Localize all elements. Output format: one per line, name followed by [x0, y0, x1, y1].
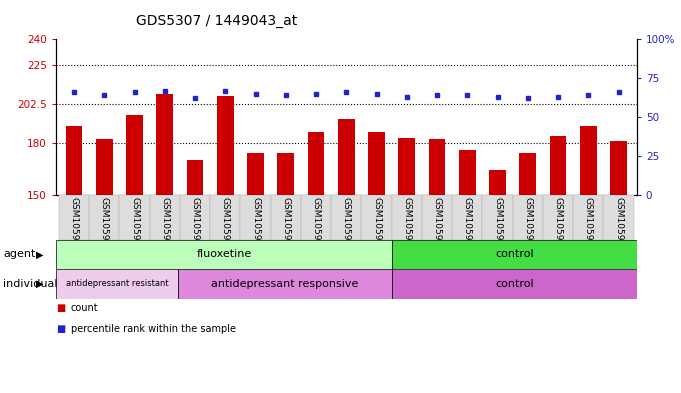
- Text: GSM1059563: GSM1059563: [463, 197, 472, 257]
- Bar: [459, 150, 475, 195]
- Bar: [240, 195, 270, 240]
- Text: control: control: [495, 250, 534, 259]
- Bar: [331, 195, 362, 240]
- Bar: [398, 138, 415, 195]
- Bar: [217, 96, 234, 195]
- Text: GSM1059567: GSM1059567: [584, 197, 593, 257]
- Bar: [338, 119, 355, 195]
- Bar: [157, 94, 173, 195]
- Bar: [543, 195, 573, 240]
- Text: GSM1059561: GSM1059561: [402, 197, 411, 257]
- Text: GSM1059577: GSM1059577: [191, 197, 200, 257]
- Bar: [489, 171, 506, 195]
- Bar: [210, 195, 240, 240]
- Bar: [610, 141, 627, 195]
- Bar: [180, 195, 210, 240]
- Text: GSM1059582: GSM1059582: [342, 197, 351, 257]
- Text: GSM1059568: GSM1059568: [614, 197, 623, 257]
- Bar: [270, 195, 301, 240]
- Bar: [119, 195, 150, 240]
- Bar: [187, 160, 204, 195]
- Text: control: control: [495, 279, 534, 289]
- Text: ▶: ▶: [35, 250, 44, 259]
- Bar: [580, 125, 597, 195]
- Text: GDS5307 / 1449043_at: GDS5307 / 1449043_at: [136, 14, 298, 28]
- Text: GSM1059578: GSM1059578: [221, 197, 229, 257]
- Bar: [392, 269, 637, 299]
- Text: GSM1059562: GSM1059562: [432, 197, 441, 257]
- Text: agent: agent: [3, 250, 36, 259]
- Text: GSM1059580: GSM1059580: [281, 197, 290, 257]
- Bar: [362, 195, 392, 240]
- Bar: [89, 195, 119, 240]
- Text: GSM1059594: GSM1059594: [160, 197, 170, 257]
- Bar: [513, 195, 543, 240]
- Text: GSM1059579: GSM1059579: [251, 197, 260, 257]
- Text: ▶: ▶: [35, 279, 44, 289]
- Text: fluoxetine: fluoxetine: [196, 250, 251, 259]
- Text: GSM1059564: GSM1059564: [493, 197, 502, 257]
- Bar: [65, 125, 82, 195]
- Text: ■: ■: [56, 324, 65, 334]
- Bar: [126, 115, 143, 195]
- Text: GSM1059583: GSM1059583: [372, 197, 381, 257]
- Bar: [392, 195, 422, 240]
- Bar: [392, 240, 637, 269]
- Bar: [247, 153, 264, 195]
- Text: GSM1059581: GSM1059581: [311, 197, 321, 257]
- Bar: [550, 136, 567, 195]
- Text: antidepressant responsive: antidepressant responsive: [212, 279, 359, 289]
- Bar: [150, 195, 180, 240]
- Text: GSM1059566: GSM1059566: [554, 197, 563, 257]
- Text: individual: individual: [3, 279, 58, 289]
- Text: antidepressant resistant: antidepressant resistant: [65, 279, 168, 288]
- Text: GSM1059565: GSM1059565: [523, 197, 533, 257]
- Text: GSM1059592: GSM1059592: [99, 197, 109, 257]
- Bar: [482, 195, 513, 240]
- Bar: [56, 240, 392, 269]
- Bar: [573, 195, 603, 240]
- Text: percentile rank within the sample: percentile rank within the sample: [71, 324, 236, 334]
- Text: count: count: [71, 303, 99, 312]
- Bar: [422, 195, 452, 240]
- Text: GSM1059593: GSM1059593: [130, 197, 139, 257]
- Bar: [429, 140, 445, 195]
- Bar: [520, 153, 536, 195]
- Bar: [308, 132, 324, 195]
- Bar: [59, 195, 89, 240]
- Bar: [603, 195, 634, 240]
- Bar: [301, 195, 331, 240]
- Text: ■: ■: [56, 303, 65, 312]
- Bar: [452, 195, 482, 240]
- Bar: [178, 269, 392, 299]
- Bar: [368, 132, 385, 195]
- Bar: [56, 269, 178, 299]
- Bar: [277, 153, 294, 195]
- Text: GSM1059591: GSM1059591: [69, 197, 78, 257]
- Bar: [96, 140, 112, 195]
